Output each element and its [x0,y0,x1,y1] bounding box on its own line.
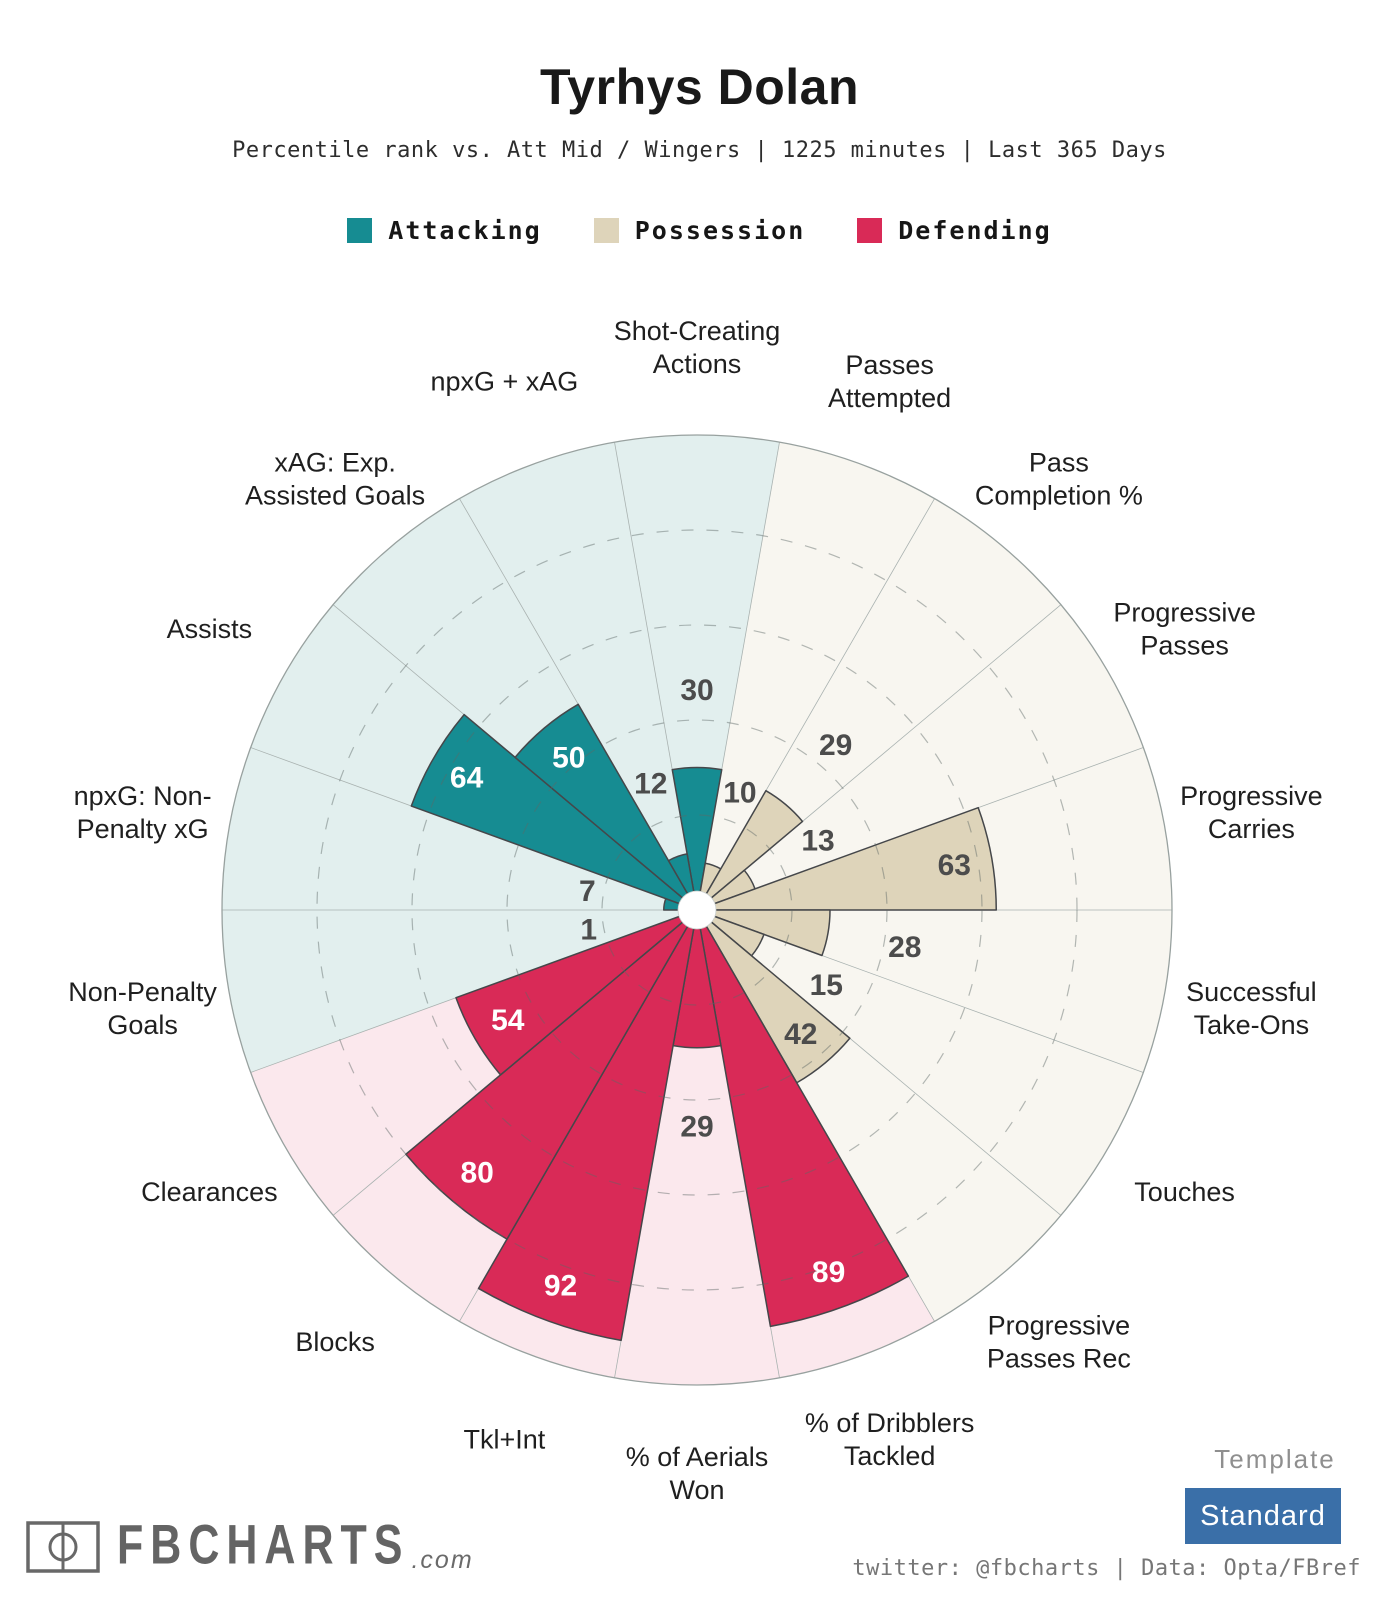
outer-circle [221,434,1173,1386]
bar-tkl-int [477,909,698,1342]
value-assists: 64 [450,762,484,795]
sector-bg-non-penalty-goals [222,910,697,1073]
credit-line: twitter: @fbcharts | Data: Opta/FBref [852,1556,1361,1581]
axis-label-shot-creating-actions: Shot-Creating Actions [614,316,781,379]
value-pass-completion: 29 [819,729,852,762]
axis-label-npxg-xag: npxG + xAG [430,366,578,396]
bar-pass-completion [696,789,804,911]
page-title: Tyrhys Dolan [539,59,860,115]
sector-bg-npxg-xag [459,442,697,910]
value-successful-take-ons: 28 [888,931,921,964]
brand-name: FBCHARTS [117,1514,410,1577]
axis-label-progressive-carries: Progressive Carries [1180,781,1323,844]
value-of-dribblers-tackled: 89 [812,1256,845,1289]
sector-bg-touches [697,910,1144,1216]
value-xag-exp-assisted-goals: 50 [552,742,585,775]
bar-shot-creating-actions [671,766,723,911]
gridline-80 [316,529,1078,1291]
value-progressive-passes-rec: 42 [784,1018,817,1051]
axis-label-progressive-passes: Progressive Passes [1113,597,1256,660]
value-tkl-int: 92 [544,1269,577,1302]
axis-label-non-penalty-goals: Non-Penalty Goals [68,977,217,1040]
value-npxg-xag: 12 [634,768,667,801]
sector-bg-npxg-non-penalty-xg [222,747,697,910]
legend-label-attacking: Attacking [388,216,542,245]
value-passes-attempted: 10 [723,777,756,810]
axis-label-clearances: Clearances [141,1177,278,1207]
gridline-60 [411,624,983,1196]
legend-swatch-possession [593,218,619,243]
page-subtitle: Percentile rank vs. Att Mid / Wingers | … [232,138,1167,163]
value-touches: 15 [810,969,843,1002]
legend-label-defending: Defending [898,216,1052,245]
axis-label-npxg-non-penalty-xg: npxG: Non-Penalty xG [74,781,212,844]
legend-item-defending: Defending [857,216,1051,245]
sector-bg-of-aerials-won [614,910,780,1385]
value-clearances: 54 [491,1004,525,1037]
gridline-20 [601,814,793,1006]
value-of-aerials-won: 29 [680,1110,713,1143]
sector-bg-passes-attempted [697,442,935,910]
axis-label-successful-take-ons: Successful Take-Ons [1186,977,1317,1040]
legend-swatch-attacking [347,218,373,243]
axis-label-of-dribblers-tackled: % of Dribblers Tackled [805,1408,975,1471]
bar-progressive-carries [696,806,997,911]
bar-xag-exp-assisted-goals [514,703,698,911]
axis-label-blocks: Blocks [295,1327,375,1357]
axis-label-xag-exp-assisted-goals: xAG: Exp. Assisted Goals [245,448,425,511]
brand-tld: .com [411,1545,474,1574]
legend-item-possession: Possession [593,216,806,245]
center-circle [677,890,717,930]
value-progressive-carries: 63 [938,849,971,882]
template-label: Template [1214,1444,1336,1474]
sector-bg-progressive-passes [697,604,1144,910]
bar-assists [410,713,698,911]
value-progressive-passes: 13 [801,825,834,858]
bar-clearances [455,909,698,1076]
axis-label-pass-completion: Pass Completion % [975,448,1143,511]
template-standard-button[interactable]: Standard [1185,1488,1341,1544]
brand-logo: FBCHARTS .com [25,1514,474,1574]
sector-bg-shot-creating-actions [614,435,780,910]
legend-swatch-defending [857,218,883,243]
axis-label-passes-attempted: Passes Attempted [828,350,951,413]
axis-label-touches: Touches [1134,1177,1235,1207]
bar-blocks [405,909,698,1240]
pitch-icon [26,1521,100,1573]
legend-label-possession: Possession [634,216,806,245]
axis-label-assists: Assists [167,614,253,644]
legend: Attacking Possession Defending [0,216,1399,245]
value-npxg-non-penalty-xg: 7 [579,875,596,908]
axis-label-of-aerials-won: % of Aerials Won [626,1442,769,1505]
gridline-40 [506,719,888,1101]
bar-of-dribblers-tackled [696,909,910,1328]
axis-label-tkl-int: Tkl+Int [464,1424,546,1454]
value-blocks: 80 [461,1157,494,1190]
legend-item-attacking: Attacking [347,216,541,245]
value-non-penalty-goals: 1 [580,914,597,947]
value-shot-creating-actions: 30 [680,674,713,707]
axis-label-progressive-passes-rec: Progressive Passes Rec [987,1310,1131,1373]
